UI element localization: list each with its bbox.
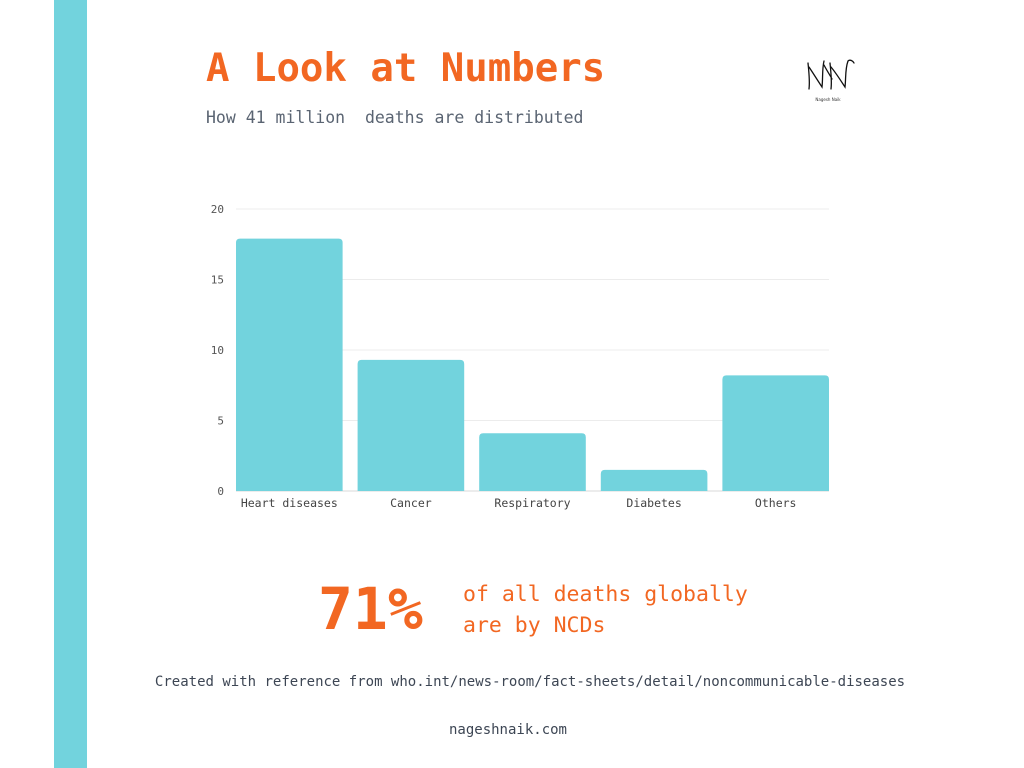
y-tick-label: 0 bbox=[217, 485, 224, 498]
stat-line-2: are by NCDs bbox=[463, 613, 606, 638]
x-tick-label: Others bbox=[755, 496, 797, 510]
bar-heart-diseases bbox=[236, 238, 343, 491]
y-tick-label: 10 bbox=[211, 344, 224, 357]
page-subtitle: How 41 million deaths are distributed bbox=[206, 108, 584, 127]
x-tick-label: Heart diseases bbox=[241, 496, 338, 510]
bar-cancer bbox=[357, 359, 465, 491]
y-tick-label: 5 bbox=[217, 415, 224, 428]
chart-y-ticks: 0 5 10 15 20 bbox=[211, 203, 224, 498]
x-tick-label: Cancer bbox=[390, 496, 432, 510]
chart-bars bbox=[236, 238, 829, 491]
logo-caption: Nagesh Naik bbox=[815, 97, 841, 102]
x-tick-label: Diabetes bbox=[626, 496, 681, 510]
stat-description: of all deaths globally are by NCDs bbox=[463, 579, 803, 641]
bar-diabetes bbox=[600, 469, 708, 491]
bar-others bbox=[722, 375, 829, 491]
side-accent-bar bbox=[54, 0, 87, 768]
y-tick-label: 20 bbox=[211, 203, 224, 216]
chart-x-labels: Heart diseases Cancer Respiratory Diabetes O… bbox=[241, 496, 797, 510]
stat-line-1: of all deaths globally bbox=[463, 582, 748, 607]
bar-respiratory bbox=[479, 433, 586, 491]
stat-value: 71% bbox=[318, 575, 423, 643]
reference-note: Created with reference from who.int/news… bbox=[154, 674, 906, 690]
x-tick-label: Respiratory bbox=[494, 496, 570, 510]
y-tick-label: 15 bbox=[211, 274, 224, 287]
footer-url[interactable]: nageshnaik.com bbox=[448, 722, 567, 738]
signature-logo bbox=[807, 59, 855, 90]
bar-chart: 0 5 10 15 20 Heart diseases Cancer Respiratory… bbox=[211, 203, 829, 510]
page-title: A Look at Numbers bbox=[206, 46, 606, 91]
